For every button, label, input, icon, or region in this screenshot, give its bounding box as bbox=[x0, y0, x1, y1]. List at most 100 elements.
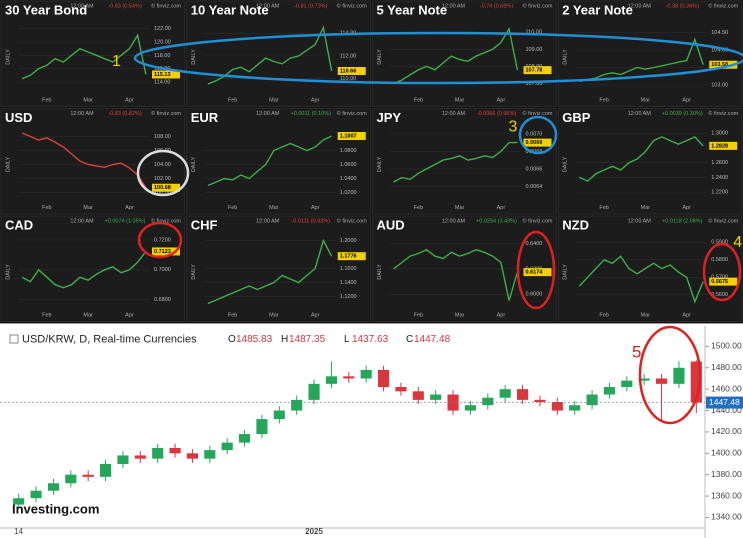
candle-body bbox=[482, 397, 494, 406]
x-tick-label: Mar bbox=[269, 312, 279, 318]
last-price-label: 1447.48 bbox=[709, 397, 740, 407]
ellipse bbox=[136, 149, 190, 197]
time: 12:00 AM bbox=[628, 3, 652, 9]
x-tick-label: Mar bbox=[641, 97, 651, 103]
axis-label: DAILY bbox=[563, 49, 569, 65]
ellipse bbox=[137, 221, 183, 259]
x-tick-label: Feb bbox=[599, 312, 608, 318]
axis-label: DAILY bbox=[191, 49, 197, 65]
x-tick-label: Mar bbox=[269, 205, 279, 211]
candle-body bbox=[134, 455, 146, 459]
chart-title: CHF bbox=[191, 217, 218, 232]
change: -0.38 (0.36%) bbox=[666, 3, 699, 9]
y-tick-label: 1.1600 bbox=[340, 266, 357, 272]
x-tick-label: Mar bbox=[83, 205, 93, 211]
panel bbox=[186, 108, 371, 215]
y-tick-label: 1380.00 bbox=[711, 469, 742, 479]
price-line bbox=[21, 33, 147, 80]
chart-title: NZD bbox=[562, 217, 589, 232]
y-tick-label: 0.5800 bbox=[711, 257, 728, 263]
price-tag bbox=[709, 141, 738, 150]
time: 12:00 AM bbox=[442, 3, 466, 9]
axis-label: DAILY bbox=[563, 156, 569, 172]
ohlc-key: O bbox=[228, 334, 236, 345]
candle-body bbox=[221, 442, 233, 451]
time: 12:00 AM bbox=[628, 218, 652, 224]
candle-body bbox=[464, 405, 476, 411]
x-tick-label: Feb bbox=[414, 97, 423, 103]
candle-body bbox=[499, 389, 511, 398]
price-line bbox=[578, 255, 704, 304]
y-tick-label: 1480.00 bbox=[711, 362, 742, 372]
price-tag-label: 107.78 bbox=[526, 68, 543, 74]
ellipse bbox=[702, 242, 742, 302]
source: © finviz.com bbox=[708, 217, 738, 224]
x-tick-label: Mar bbox=[83, 97, 93, 103]
mini-chart: USD 12:00 AM -0.83 (0.82%) © finviz.com DAIL… bbox=[0, 108, 194, 215]
axis-label: DAILY bbox=[5, 156, 11, 172]
price-line bbox=[579, 37, 704, 83]
y-tick-label: 110.00 bbox=[526, 30, 542, 36]
candle-body bbox=[551, 402, 563, 411]
change: +0.0254 (3.43%) bbox=[476, 218, 517, 224]
x-tick-label: Feb bbox=[228, 97, 237, 103]
candle-body bbox=[117, 455, 129, 464]
candle-body bbox=[169, 447, 181, 454]
ellipse bbox=[133, 31, 743, 85]
y-tick-label: 0.6000 bbox=[526, 292, 543, 298]
y-tick-label: 1.2600 bbox=[711, 160, 728, 166]
y-tick-label: 0.6800 bbox=[154, 297, 171, 303]
price-tag-label: 1.1007 bbox=[340, 133, 357, 139]
x-tick-label: Mar bbox=[455, 312, 465, 318]
y-tick-label: 109.00 bbox=[526, 47, 543, 53]
chart-title: 5 Year Note bbox=[377, 2, 448, 17]
y-tick-label: 1340.00 bbox=[711, 512, 742, 522]
candle-body bbox=[360, 369, 372, 379]
candle-body bbox=[517, 389, 529, 400]
icon bbox=[9, 334, 19, 344]
y-tick-label: 0.0070 bbox=[526, 131, 543, 137]
candle-body bbox=[65, 474, 77, 484]
ohlc-value: 1437.63 bbox=[352, 334, 389, 345]
ohlc-key: C bbox=[406, 334, 413, 345]
y-tick-label: 103.00 bbox=[711, 82, 728, 88]
source: © finviz.com bbox=[151, 217, 181, 224]
ohlc-key: L bbox=[344, 334, 350, 345]
time: 12:00 AM bbox=[256, 3, 280, 9]
chart-title: USD bbox=[5, 110, 32, 125]
candle-body bbox=[603, 387, 615, 395]
candle-body bbox=[186, 453, 198, 459]
change: -0.0066 (0.95%) bbox=[477, 111, 517, 117]
y-tick-label: 104.00 bbox=[711, 47, 728, 53]
panel bbox=[372, 0, 557, 107]
mini-chart: EUR 12:00 AM +0.0011 (0.10%) © finviz.com DA… bbox=[186, 108, 371, 215]
price-tag-label: 110.66 bbox=[340, 68, 357, 74]
price-tag bbox=[337, 252, 366, 261]
annotation: 1 bbox=[112, 53, 121, 70]
panel bbox=[557, 215, 743, 322]
y-tick-label: 0.0064 bbox=[526, 184, 543, 190]
candle-body bbox=[100, 464, 112, 477]
x-tick-label: Apr bbox=[682, 97, 691, 103]
investing-background bbox=[0, 323, 743, 538]
y-tick-label: 110.00 bbox=[340, 76, 356, 82]
price-line bbox=[579, 136, 704, 182]
mini-chart: AUD 12:00 AM +0.0254 (3.43%) © finviz.com DA… bbox=[372, 215, 576, 322]
price-line bbox=[207, 238, 333, 305]
price-line bbox=[21, 132, 147, 189]
y-tick-label: 1.0800 bbox=[340, 148, 357, 154]
annotation-ellipses bbox=[133, 31, 743, 425]
chart-title: EUR bbox=[191, 110, 219, 125]
y-tick-label: 1.2400 bbox=[711, 175, 728, 181]
y-tick-label: 0.0066 bbox=[526, 166, 543, 172]
candle-body bbox=[82, 474, 94, 477]
axis-label: DAILY bbox=[191, 264, 197, 280]
ohlc-value: 1485.83 bbox=[236, 334, 273, 345]
x-tick-label: Feb bbox=[414, 205, 423, 211]
ellipse bbox=[638, 325, 702, 425]
candle-body bbox=[239, 434, 251, 443]
price-tag bbox=[152, 247, 180, 256]
x-tick-label: Feb bbox=[228, 205, 237, 211]
y-tick-label: 114.00 bbox=[154, 79, 170, 85]
